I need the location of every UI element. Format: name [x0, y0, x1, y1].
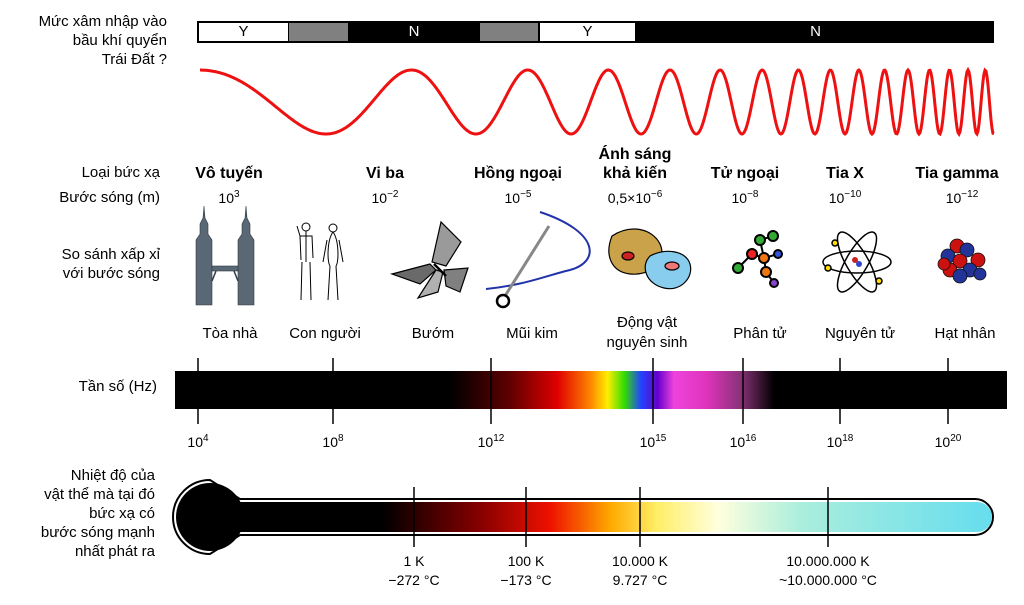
needle-icon	[485, 211, 591, 309]
penetration-segment-5	[540, 23, 635, 41]
frequency-title: Tần số (Hz)	[78, 378, 157, 395]
object-needle: Mũi kim	[506, 325, 558, 342]
penetration-label-y2: Y	[582, 23, 593, 40]
type-visible: Ánh sáng khả kiến	[598, 146, 672, 182]
wl-microwave: 10−2	[371, 189, 399, 207]
type-infrared: Hồng ngoại	[474, 165, 562, 182]
temperature-ticks	[413, 487, 829, 547]
molecule-icon	[732, 230, 783, 288]
type-radio: Vô tuyến	[195, 165, 263, 182]
scale-compare-title: So sánh xấp xỉ với bước sóng	[61, 246, 160, 282]
penetration-label-n1: N	[408, 23, 420, 40]
freq-tick-4: 1015	[639, 433, 667, 451]
wl-gamma: 10−12	[945, 189, 979, 207]
type-xray: Tia X	[826, 165, 864, 182]
atom-icon	[822, 231, 892, 293]
protozoa-icon	[608, 228, 692, 290]
freq-tick-2: 108	[322, 433, 344, 451]
wavelength-wave	[200, 66, 995, 138]
object-molecule: Phân tử	[733, 325, 787, 342]
wl-infrared: 10−5	[504, 189, 532, 207]
object-nucleus: Hạt nhân	[934, 325, 996, 342]
wl-radio: 103	[218, 189, 240, 207]
nucleus-icon	[937, 238, 987, 284]
freq-tick-5: 1016	[729, 433, 757, 451]
penetration-segment-4	[480, 23, 538, 41]
freq-tick-1: 104	[187, 433, 209, 451]
penetration-title: Mức xâm nhập vào bầu khí quyển Trái Đất …	[38, 13, 167, 68]
type-microwave: Vi ba	[366, 165, 404, 182]
type-gamma: Tia gamma	[915, 165, 999, 182]
penetration-label-y1: Y	[238, 23, 249, 40]
building-icon	[195, 205, 255, 306]
penetration-segment-2	[289, 23, 348, 41]
frequency-ticks	[197, 358, 949, 424]
penetration-segment-1	[199, 23, 288, 41]
butterfly-icon	[389, 220, 469, 300]
wl-ultraviolet: 10−8	[731, 189, 759, 207]
penetration-label-n2: N	[810, 23, 821, 40]
wl-xray: 10−10	[828, 189, 862, 207]
type-ultraviolet: Tử ngoại	[710, 165, 780, 182]
penetration-bar	[197, 21, 994, 43]
wavelength-title: Bước sóng (m)	[59, 189, 160, 206]
radiation-type-title: Loại bức xạ	[81, 164, 160, 181]
temp-tick-1: 1 K −272 °C	[388, 553, 440, 588]
humans-icon	[296, 222, 344, 301]
object-butterfly: Bướm	[411, 325, 455, 342]
freq-tick-3: 1012	[477, 433, 505, 451]
frequency-bar	[175, 371, 1007, 409]
object-protozoa: Động vật nguyên sinh	[606, 314, 688, 351]
temp-tick-2: 100 K −173 °C	[500, 553, 552, 588]
thermometer	[172, 478, 994, 556]
object-building: Tòa nhà	[202, 325, 258, 342]
wl-visible: 0,5×10−6	[607, 189, 663, 207]
temperature-title: Nhiệt độ của vật thể mà tại đó bức xạ có…	[40, 467, 155, 560]
object-humans: Con người	[289, 325, 361, 342]
object-atom: Nguyên tử	[824, 325, 896, 342]
freq-tick-6: 1018	[826, 433, 854, 451]
temp-tick-4: 10.000.000 K ~10.000.000 °C	[779, 553, 877, 588]
freq-tick-7: 1020	[934, 433, 962, 451]
temp-tick-3: 10.000 K 9.727 °C	[611, 553, 669, 588]
